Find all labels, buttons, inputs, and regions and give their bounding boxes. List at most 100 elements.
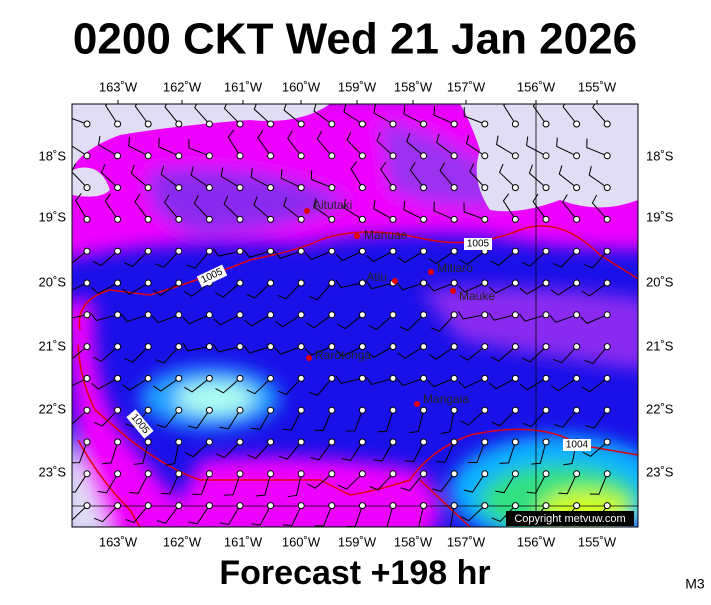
station-dot (481, 279, 489, 287)
wind-barb (187, 409, 210, 429)
wind-barb (72, 118, 88, 125)
wind-barb (439, 162, 455, 188)
station-dot (297, 247, 305, 255)
wind-barb (490, 346, 516, 362)
place-marker (306, 355, 312, 361)
latitude-label: 20˚S (646, 274, 674, 289)
wind-barb (160, 165, 180, 188)
station-dot (511, 184, 519, 192)
station-dot (358, 152, 366, 160)
wind-barb (133, 441, 149, 465)
wind-barb (345, 410, 363, 432)
wind-barb (428, 346, 455, 360)
wind-barb (72, 314, 88, 319)
station-dot (603, 184, 611, 192)
wind-barb (463, 202, 485, 220)
wind-barb (460, 409, 486, 426)
wind-barb (219, 505, 241, 526)
station-dot (328, 343, 336, 351)
station-dot (297, 311, 305, 319)
station-dot (83, 311, 91, 319)
station-dot (573, 247, 581, 255)
station-dot (328, 247, 336, 255)
wind-barb (125, 505, 149, 524)
wind-barb (490, 250, 516, 266)
wind-barb (409, 410, 425, 434)
wind-barb (164, 194, 180, 220)
wind-barb (396, 377, 424, 387)
wind-barb (335, 279, 363, 289)
wind-barb (220, 167, 241, 189)
station-dot (83, 374, 91, 382)
station-dot (603, 406, 611, 414)
wind-barb (433, 201, 455, 220)
wind-barb (409, 162, 424, 188)
latitude-label: 21˚S (646, 338, 674, 353)
wind-barb (91, 282, 118, 294)
wind-barb (380, 161, 394, 188)
wind-barb (436, 133, 455, 157)
station-dot (205, 343, 213, 351)
wind-barb (122, 377, 149, 391)
wind-barb (97, 473, 119, 494)
station-dot (603, 311, 611, 319)
isobar-label-box (563, 439, 591, 451)
isobar-value: 1004 (566, 440, 589, 451)
latitude-label: 22˚S (39, 401, 67, 416)
station-dot (175, 406, 183, 414)
station-dot (420, 279, 428, 287)
wind-barb (160, 473, 180, 495)
wind-barb (521, 250, 547, 267)
field-shading (72, 104, 638, 527)
station-dot (205, 215, 213, 223)
wind-barb (124, 250, 149, 268)
station-dot (573, 502, 581, 510)
wind-barb (550, 282, 577, 296)
wind-barb (338, 473, 363, 490)
wind-barb (155, 250, 180, 268)
wind-barb (526, 136, 547, 157)
station-dot (450, 470, 458, 478)
wind-barb (350, 161, 363, 188)
wind-barb (314, 505, 333, 527)
longitude-label: 155˚W (578, 534, 617, 549)
wind-barb (503, 104, 516, 125)
wind-barb (246, 282, 271, 299)
wind-barb (94, 505, 118, 523)
wind-barb (105, 104, 119, 125)
wind-barb (280, 169, 302, 189)
station-dot (297, 152, 305, 160)
station-dot (328, 470, 336, 478)
wind-barb (121, 314, 149, 323)
station-dot (481, 438, 489, 446)
longitude-label: 157˚W (447, 534, 486, 549)
longitude-label: 162˚W (163, 79, 202, 94)
model-code: M3 (685, 576, 705, 592)
wind-barb (182, 342, 210, 352)
wind-barb (188, 138, 210, 157)
station-dot (297, 343, 305, 351)
wind-barb (526, 473, 547, 494)
wind-barb (449, 505, 455, 527)
map-field (72, 104, 638, 527)
station-dot (542, 120, 550, 128)
wind-barb (549, 314, 577, 323)
longitude-label: 157˚W (447, 79, 486, 94)
station-dot (114, 279, 122, 287)
wind-barb (243, 249, 271, 258)
wind-barb (104, 193, 119, 220)
station-dot (358, 502, 366, 510)
station-dot (328, 502, 336, 510)
station-dot (450, 120, 458, 128)
station-dot (358, 311, 366, 319)
station-dot (573, 374, 581, 382)
station-dot (542, 343, 550, 351)
wind-barb (337, 314, 363, 330)
station-dot (144, 343, 152, 351)
station-dot (297, 184, 305, 192)
station-dot (420, 470, 428, 478)
wind-barb (72, 346, 88, 360)
wind-barb (491, 409, 516, 427)
station-dot (83, 438, 91, 446)
station-dot (175, 247, 183, 255)
